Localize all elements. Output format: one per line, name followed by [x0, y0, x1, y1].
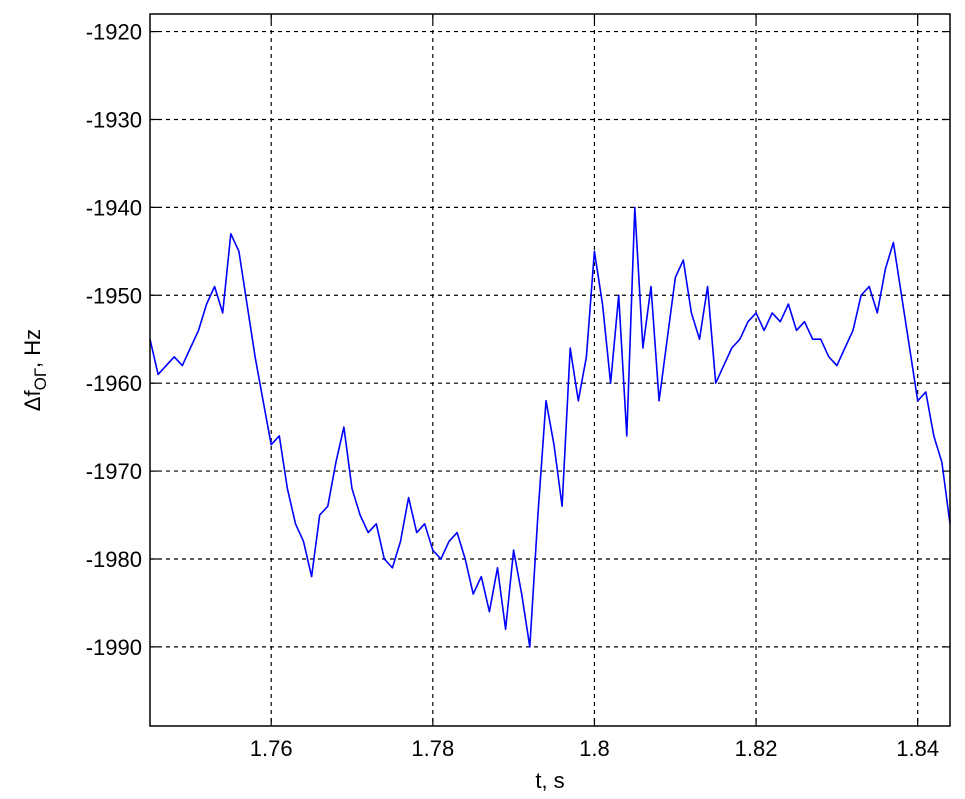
y-axis-label-sub: OГ — [31, 368, 50, 390]
y-tick-label: -1930 — [86, 107, 142, 132]
x-tick-label: 1.8 — [579, 736, 610, 761]
y-axis-label-main: Δf — [20, 389, 45, 411]
axis-ticks — [150, 14, 950, 726]
x-tick-label: 1.82 — [735, 736, 778, 761]
y-tick-label: -1980 — [86, 547, 142, 572]
y-tick-label: -1970 — [86, 459, 142, 484]
x-tick-label: 1.76 — [250, 736, 293, 761]
y-tick-label: -1990 — [86, 635, 142, 660]
y-tick-label: -1950 — [86, 283, 142, 308]
series-line — [149, 206, 951, 648]
x-tick-label: 1.78 — [411, 736, 454, 761]
grid-lines — [150, 14, 950, 726]
y-tick-label: -1960 — [86, 371, 142, 396]
y-tick-label: -1920 — [86, 20, 142, 45]
x-axis-label: t, s — [535, 768, 564, 793]
y-axis-label-tail: , Hz — [20, 329, 45, 368]
y-axis-label: ΔfOГ, Hz — [20, 329, 50, 411]
plot-frame — [149, 13, 951, 727]
x-tick-label: 1.84 — [896, 736, 939, 761]
y-tick-label: -1940 — [86, 195, 142, 220]
tick-labels: 1.76 1.78 1.8 1.82 1.84 -1920 -1930 -1940 -1950 -… — [86, 20, 939, 761]
